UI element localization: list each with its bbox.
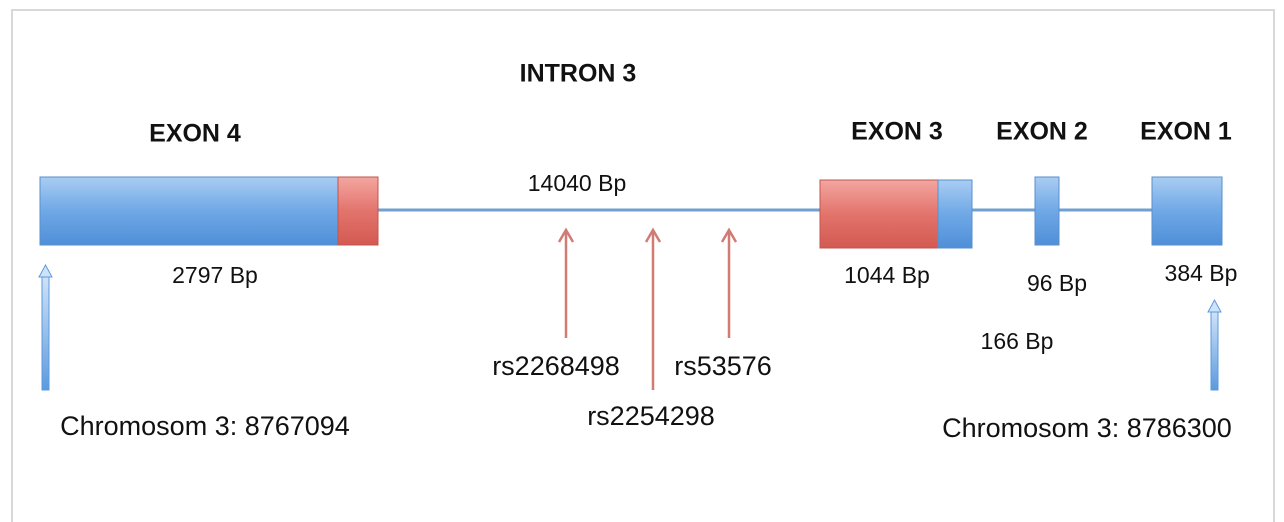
start-arrow-head	[38, 263, 53, 278]
intron-label: INTRON 3	[520, 60, 637, 88]
exon-size: 2797 Bp	[172, 262, 258, 288]
exon-3-utr	[819, 179, 939, 249]
exon-size: 1044 Bp	[844, 262, 930, 288]
exon-4-utr	[337, 176, 379, 246]
end-arrow-head	[1207, 298, 1222, 313]
exon-label: EXON 1	[1140, 118, 1232, 146]
exon-label: EXON 3	[851, 118, 943, 146]
exon-2-box	[1034, 176, 1060, 246]
end-arrow	[1210, 310, 1219, 391]
exon-1-box	[1151, 176, 1223, 246]
start-arrow	[41, 275, 50, 391]
frame	[11, 9, 1275, 522]
intron-size: 166 Bp	[981, 328, 1054, 354]
exon-size: 384 Bp	[1165, 260, 1238, 286]
snp-arrows	[557, 227, 738, 390]
intron-size: 14040 Bp	[528, 170, 626, 196]
position-label: Chromosom 3: 8767094	[60, 411, 350, 441]
exon-size: 96 Bp	[1027, 270, 1087, 296]
exon-3-box	[937, 179, 973, 249]
position-label: Chromosom 3: 8786300	[942, 413, 1232, 443]
snp-label: rs2254298	[587, 401, 715, 431]
exon-4-box	[39, 176, 339, 246]
snp-label: rs53576	[674, 351, 772, 381]
exon-label: EXON 4	[149, 120, 241, 148]
exon-label: EXON 2	[996, 118, 1088, 146]
snp-label: rs2268498	[492, 351, 620, 381]
